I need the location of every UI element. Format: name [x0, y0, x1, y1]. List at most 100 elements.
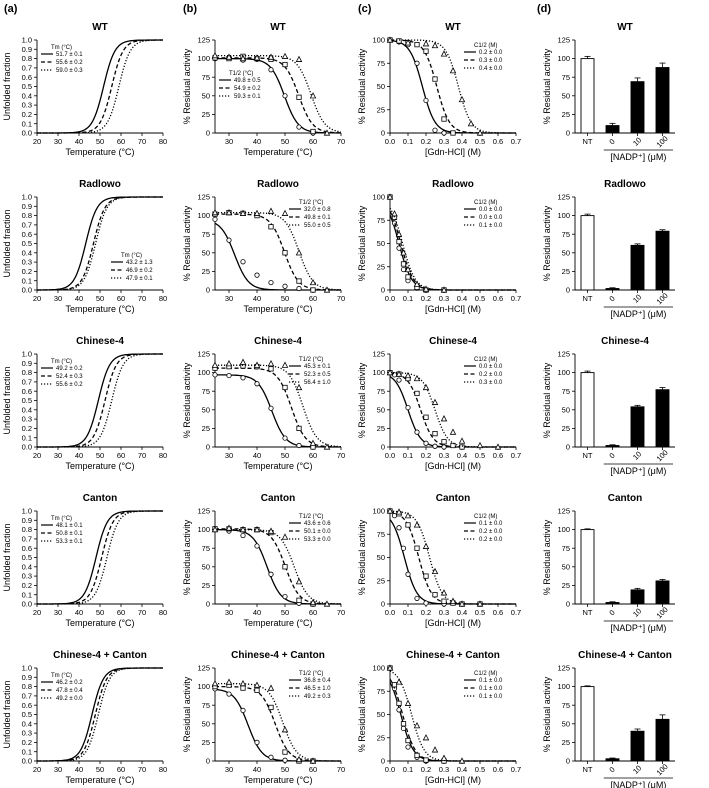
- legend-entry: 46.2 ± 0.2: [56, 680, 83, 686]
- legend-title: T1/2 (°C): [299, 514, 323, 520]
- y-tick-label: 50: [202, 91, 210, 100]
- data-point-triangle: [239, 358, 247, 365]
- data-point-triangle: [239, 54, 247, 62]
- data-point-circle: [282, 435, 288, 441]
- legend-entry: 59.3 ± 0.1: [234, 94, 261, 100]
- legend: Tm (°C)46.2 ± 0.2 47.8 ± 0.4 49.2 ± 0.0: [41, 673, 83, 702]
- data-point-triangle: [253, 681, 261, 688]
- data-point-triangle: [211, 208, 219, 216]
- data-point-square: [423, 414, 429, 420]
- legend-title: Tm (°C): [51, 359, 72, 365]
- data-point-circle: [441, 444, 447, 450]
- data-point-square: [414, 545, 420, 551]
- chart-c-2: Chinese-4 0 25 50 75 100 125 % Residual activit…: [357, 336, 521, 471]
- legend-entry: 0.2 ± 0.0: [479, 537, 503, 543]
- x-tick-label: 50: [281, 765, 289, 774]
- legend: Tm (°C)48.1 ± 0.1 50.8 ± 0.1 53.3 ± 0.1: [41, 516, 83, 545]
- legend: C1/2 (M)0.0 ± 0.0 0.2 ± 0.0 0.3 ± 0.0: [464, 357, 503, 386]
- x-tick-label: 80: [159, 608, 167, 617]
- series-line-dotted: [389, 207, 516, 291]
- y-tick-label: 0.7: [22, 221, 32, 230]
- x-tick-label: 40: [75, 137, 83, 146]
- y-tick-label: 100: [557, 525, 570, 534]
- series-line-dashed: [215, 213, 341, 291]
- x-tick-label: 0.5: [475, 765, 485, 774]
- legend-entry: 0.2 ± 0.0: [479, 50, 503, 56]
- y-tick-label: 0.1: [22, 119, 32, 128]
- data-point-square: [282, 250, 288, 256]
- data-point-triangle: [281, 726, 289, 733]
- series-line-dotted: [390, 39, 516, 134]
- legend-entry: 52.4 ± 0.3: [56, 374, 83, 380]
- legend-entry: 46.9 ± 0.2: [126, 268, 153, 274]
- chart-title: Chinese-4 + Canton: [231, 650, 325, 661]
- x-tick-label: 70: [337, 137, 345, 146]
- legend-entry: 55.6 ± 0.2: [56, 60, 83, 66]
- data-point-triangle: [295, 383, 303, 391]
- x-tick-label: 60: [117, 294, 125, 303]
- y-tick-label: 1.0: [22, 193, 32, 202]
- legend-entry: 0.1 ± 0.0: [479, 223, 503, 229]
- data-point-triangle: [309, 757, 317, 764]
- y-tick-label: 25: [202, 738, 210, 747]
- data-point-triangle: [253, 209, 261, 216]
- chart-title: Chinese-4: [254, 336, 302, 347]
- data-point-square: [414, 390, 420, 397]
- data-point-triangle: [295, 249, 303, 256]
- data-point-triangle: [404, 511, 412, 519]
- chart-c-0: WT 0 25 50 75 100 % Residual activity 0.0 0.1 0.2…: [357, 22, 521, 157]
- legend-entry: 0.2 ± 0.0: [479, 529, 503, 535]
- legend-entry: 32.0 ± 0.8: [304, 207, 331, 213]
- chart-title: Chinese-4 + Canton: [53, 650, 147, 661]
- x-tick-label: 0.3: [439, 294, 449, 303]
- data-point-triangle: [395, 508, 403, 515]
- chart-a-0: WT 0.00.10.20.30.40.50.60.70.80.91.0 Unfol…: [2, 22, 167, 157]
- x-tick-label: 0.3: [439, 451, 449, 460]
- y-axis-label: % Residual activity: [182, 48, 192, 124]
- y-tick-label: 25: [202, 110, 210, 119]
- data-point-triangle: [449, 67, 457, 74]
- data-point-triangle: [253, 525, 261, 533]
- y-tick-label: 50: [202, 405, 210, 414]
- y-tick-label: 1.0: [22, 507, 32, 516]
- y-tick-label: 125: [197, 350, 210, 359]
- chart-c-4: Chinese-4 + Canton 0 25 50 75 100 % Residual a…: [357, 650, 521, 785]
- data-point-square: [268, 366, 274, 372]
- y-tick-label: 25: [377, 733, 385, 742]
- y-tick-label: 0.7: [22, 535, 32, 544]
- y-tick-label: 75: [377, 59, 385, 68]
- x-tick-label: 0: [607, 294, 616, 303]
- data-point-triangle: [422, 734, 430, 741]
- legend-entry: 43.2 ± 1.3: [126, 260, 153, 266]
- y-tick-label: 1.0: [22, 36, 32, 45]
- chart-a-4: Chinese-4 + Canton0.00.10.20.30.40.50.60…: [2, 650, 167, 785]
- data-point-circle: [240, 259, 246, 265]
- y-tick-label: 75: [562, 544, 570, 553]
- data-point-triangle: [386, 368, 394, 376]
- x-axis-label: [Gdn-HCl] (M): [425, 461, 481, 471]
- data-point-triangle: [239, 679, 247, 687]
- chart-title: Canton: [261, 493, 295, 504]
- y-axis-label: % Residual activity: [542, 205, 552, 281]
- data-point-circle: [432, 127, 438, 133]
- bar: [605, 125, 620, 134]
- x-axis-label: Temperature (°C): [65, 618, 134, 628]
- x-tick-label: 0.0: [385, 451, 395, 460]
- y-tick-label: 25: [377, 105, 385, 114]
- data-point-triangle: [225, 678, 233, 685]
- y-tick-label: 50: [377, 553, 385, 562]
- y-axis-label: % Residual activity: [357, 48, 367, 124]
- x-tick-label: 0.1: [403, 451, 413, 460]
- y-axis-label: % Residual activity: [542, 362, 552, 438]
- y-tick-label: 0.1: [22, 590, 32, 599]
- series-line-solid: [214, 688, 341, 762]
- data-point-square: [450, 442, 456, 449]
- data-point-square: [396, 700, 402, 706]
- series-line-dotted: [37, 39, 163, 134]
- data-point-square: [432, 592, 438, 598]
- bar: [605, 288, 620, 291]
- data-point-square: [400, 261, 407, 267]
- x-tick-label: 40: [75, 294, 83, 303]
- x-tick-label: 0.0: [385, 294, 395, 303]
